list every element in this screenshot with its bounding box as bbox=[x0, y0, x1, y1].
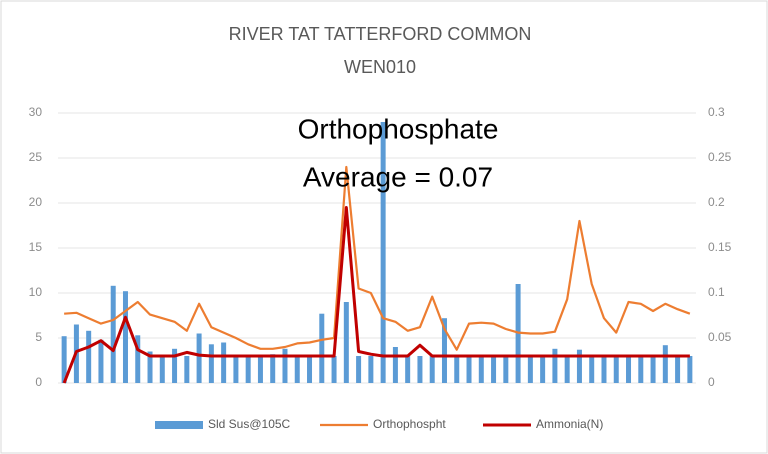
bar bbox=[552, 348, 558, 383]
legend-label: Sld Sus@105C bbox=[208, 417, 291, 431]
bar bbox=[147, 351, 153, 383]
y2-tick-label: 0.1 bbox=[708, 285, 725, 299]
y-tick-label: 10 bbox=[29, 285, 43, 299]
bar bbox=[466, 356, 472, 383]
y-tick-label: 25 bbox=[29, 150, 43, 164]
y-tick-label: 30 bbox=[29, 105, 43, 119]
y2-tick-label: 0.3 bbox=[708, 105, 725, 119]
bar bbox=[589, 356, 595, 383]
bar bbox=[564, 356, 570, 383]
y2-tick-label: 0.15 bbox=[708, 240, 732, 254]
bar bbox=[687, 356, 693, 383]
bar bbox=[172, 348, 178, 383]
bar bbox=[601, 356, 607, 383]
annotation: Average = 0.07 bbox=[303, 161, 493, 192]
bar bbox=[135, 335, 141, 383]
bar bbox=[405, 356, 411, 383]
line bbox=[64, 165, 691, 351]
bar bbox=[503, 356, 509, 383]
legend-label: Orthophospht bbox=[373, 417, 446, 431]
bar bbox=[613, 356, 619, 383]
bar bbox=[159, 356, 165, 383]
bar bbox=[233, 356, 239, 383]
bar bbox=[86, 330, 92, 383]
bar bbox=[650, 356, 656, 383]
bar bbox=[662, 345, 668, 383]
bar bbox=[282, 348, 288, 383]
y-tick-label: 20 bbox=[29, 195, 43, 209]
bar bbox=[343, 302, 349, 383]
bar bbox=[429, 356, 435, 383]
bar bbox=[61, 336, 67, 383]
bar bbox=[527, 356, 533, 383]
bar bbox=[98, 339, 104, 383]
y-tick-label: 15 bbox=[29, 240, 43, 254]
bar bbox=[576, 349, 582, 383]
y2-tick-label: 0 bbox=[708, 375, 715, 389]
bar bbox=[380, 122, 386, 383]
bar bbox=[392, 347, 398, 383]
bar bbox=[184, 356, 190, 383]
y2-tick-label: 0.2 bbox=[708, 195, 725, 209]
bar bbox=[110, 285, 116, 383]
bar bbox=[245, 356, 251, 383]
annotation: Orthophosphate bbox=[298, 113, 499, 144]
legend-swatch bbox=[155, 421, 203, 429]
y2-tick-label: 0.25 bbox=[708, 150, 732, 164]
bar bbox=[319, 313, 325, 383]
bar bbox=[368, 356, 374, 383]
bar bbox=[257, 356, 263, 383]
line bbox=[62, 206, 690, 384]
bar bbox=[221, 342, 227, 383]
bar bbox=[208, 344, 214, 383]
bar bbox=[270, 354, 276, 383]
bar bbox=[626, 356, 632, 383]
bar bbox=[675, 356, 681, 383]
bar bbox=[454, 356, 460, 383]
bar bbox=[638, 356, 644, 383]
y-tick-label: 0 bbox=[35, 375, 42, 389]
bar bbox=[307, 356, 313, 383]
bar bbox=[441, 318, 447, 383]
y2-tick-label: 0.05 bbox=[708, 330, 732, 344]
chart-title: RIVER TAT TATTERFORD COMMON bbox=[229, 24, 532, 44]
bar bbox=[417, 356, 423, 383]
bar bbox=[478, 356, 484, 383]
bar bbox=[196, 333, 202, 383]
y-tick-label: 5 bbox=[35, 330, 42, 344]
chart-subtitle: WEN010 bbox=[344, 57, 416, 77]
bar bbox=[294, 356, 300, 383]
bar bbox=[356, 356, 362, 383]
bar bbox=[491, 356, 497, 383]
legend-label: Ammonia(N) bbox=[536, 417, 603, 431]
bar bbox=[540, 356, 546, 383]
bar bbox=[331, 356, 337, 383]
bar bbox=[122, 291, 128, 383]
